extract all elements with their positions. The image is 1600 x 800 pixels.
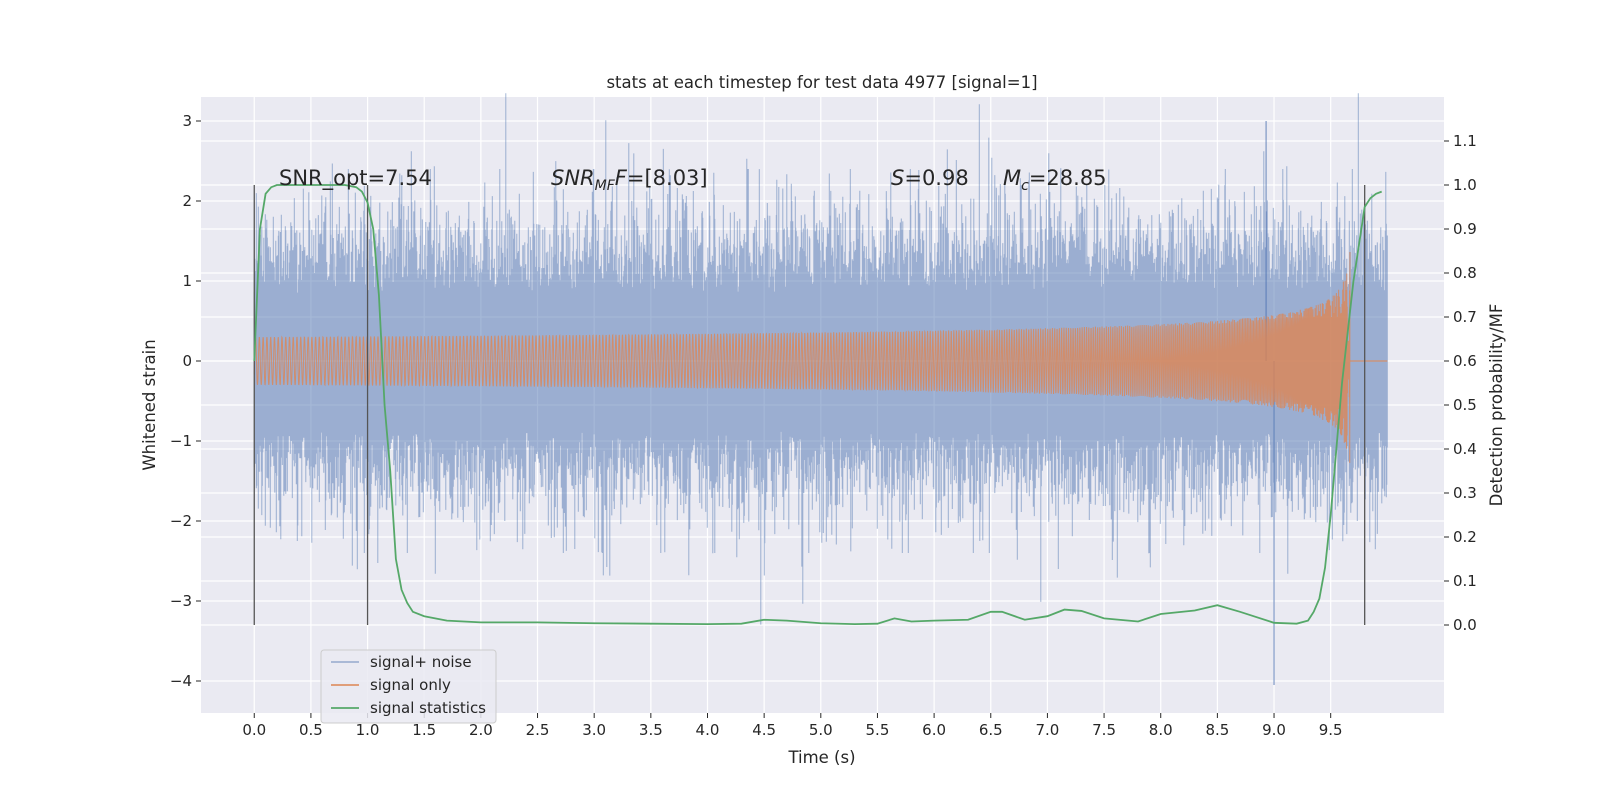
x-tick-label-0: 0.0 [242, 721, 266, 739]
y-tick-label-4: −1 [170, 432, 192, 450]
snr-mf-subscript: MF [595, 178, 616, 194]
x-tick-label-6: 3.0 [582, 721, 606, 739]
y-tick-label-5: −2 [170, 512, 192, 530]
y2-tick-label-11: 0.0 [1453, 616, 1477, 634]
y2-tick-label-8: 0.3 [1453, 484, 1477, 502]
y-tick-label-2: 1 [182, 272, 192, 290]
y2-tick-label-7: 0.4 [1453, 440, 1477, 458]
x-tick-label-8: 4.0 [696, 721, 720, 739]
y2-tick-label-4: 0.7 [1453, 308, 1477, 326]
annotation-mc: Mc=28.85 [1003, 166, 1107, 194]
x-tick-label-19: 9.5 [1319, 721, 1343, 739]
signal-only-line [253, 251, 1351, 463]
y2-tick-label-9: 0.2 [1453, 528, 1477, 546]
legend-label-signal-only: signal only [370, 676, 451, 694]
y-tick-label-0: 3 [182, 112, 192, 130]
mc-value: =28.85 [1029, 166, 1107, 190]
x-tick-label-12: 6.0 [922, 721, 946, 739]
annotation-snr-opt: SNR_opt=7.54 [279, 166, 432, 191]
y2-tick-label-2: 0.9 [1453, 220, 1477, 238]
y2-tick-label-0: 1.1 [1453, 132, 1477, 150]
snr-mf-suffix: F [615, 166, 628, 190]
x-tick-label-16: 8.0 [1149, 721, 1173, 739]
annotation-s: S=0.98 [891, 166, 969, 190]
y2-axis-title: Detection probability/MF [1487, 304, 1506, 507]
x-tick-label-3: 1.5 [412, 721, 436, 739]
snr-mf-base: SNR [551, 166, 595, 190]
mc-subscript: c [1021, 178, 1029, 194]
x-tick-label-2: 1.0 [356, 721, 380, 739]
chart-title: stats at each timestep for test data 497… [606, 73, 1037, 92]
signal-only-series-layer [253, 251, 1388, 463]
y2-tick-label-10: 0.1 [1453, 572, 1477, 590]
x-tick-label-9: 4.5 [752, 721, 776, 739]
legend-label-signal-noise: signal+ noise [370, 653, 472, 671]
mc-base: M [1003, 166, 1021, 190]
x-tick-label-5: 2.5 [526, 721, 550, 739]
y-tick-label-7: −4 [170, 672, 192, 690]
s-value: =0.98 [904, 166, 968, 190]
x-tick-label-13: 6.5 [979, 721, 1003, 739]
x-tick-label-17: 8.5 [1205, 721, 1229, 739]
s-label: S [891, 166, 904, 190]
x-tick-label-7: 3.5 [639, 721, 663, 739]
vertical-markers-layer [253, 185, 1366, 625]
x-tick-label-4: 2.0 [469, 721, 493, 739]
annotation-snr-mf: SNRMFF=[8.03] [551, 166, 708, 194]
y-axis-title: Whitened strain [140, 339, 159, 470]
y-tick-label-3: 0 [182, 352, 192, 370]
snr-mf-value: =[8.03] [627, 166, 708, 190]
y-tick-label-6: −3 [170, 592, 192, 610]
signal-statistics-line [253, 184, 1383, 626]
x-tick-label-15: 7.5 [1092, 721, 1116, 739]
y2-tick-label-5: 0.6 [1453, 352, 1477, 370]
signal-statistics-series-layer [253, 184, 1383, 626]
x-tick-label-18: 9.0 [1262, 721, 1286, 739]
x-tick-label-1: 0.5 [299, 721, 323, 739]
tick-labels-layer: 0.0 0.5 1.0 1.5 2.0 2.5 3.0 3.5 4.0 4.5 5.0 5.5 6.0 6… [170, 112, 1477, 739]
y2-tick-label-1: 1.0 [1453, 176, 1477, 194]
legend: signal+ noise signal only signal statist… [320, 649, 497, 724]
x-tick-label-11: 5.5 [866, 721, 890, 739]
x-tick-label-14: 7.0 [1035, 721, 1059, 739]
legend-label-signal-statistics: signal statistics [370, 699, 486, 717]
y2-tick-label-6: 0.5 [1453, 396, 1477, 414]
x-axis-title: Time (s) [787, 748, 855, 767]
x-tick-label-10: 5.0 [809, 721, 833, 739]
y2-tick-label-3: 0.8 [1453, 264, 1477, 282]
y-tick-label-1: 2 [182, 192, 192, 210]
legend-box [320, 649, 497, 724]
